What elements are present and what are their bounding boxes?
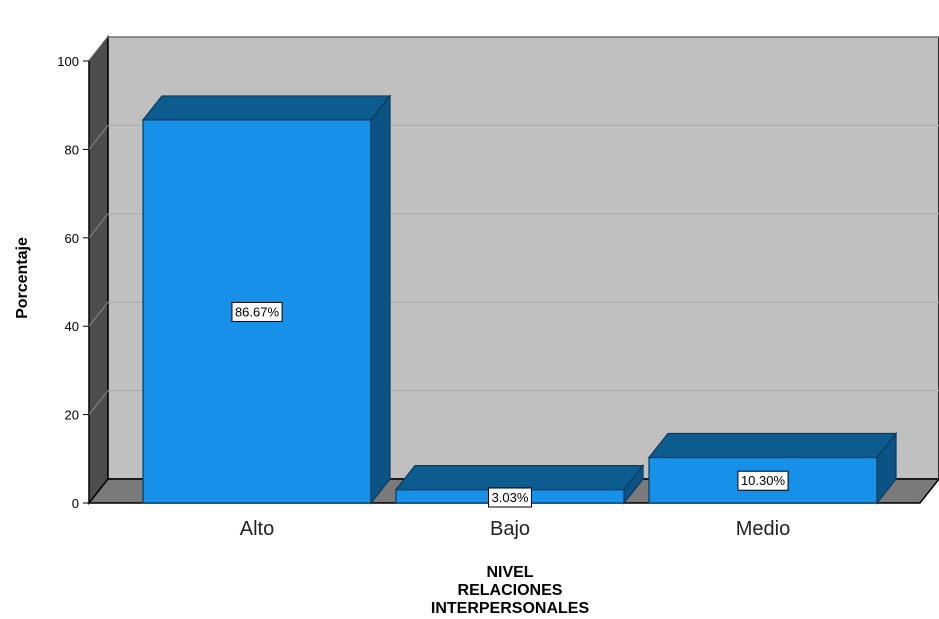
y-tick-label: 40 [65, 319, 79, 334]
gridline-depth [88, 301, 109, 327]
bar-side [623, 463, 644, 505]
gridline-depth [88, 125, 109, 150]
bar-top [647, 432, 898, 459]
y-tick-label: 100 [57, 54, 79, 69]
data-label-box [231, 301, 283, 322]
data-label: 86.67% [231, 301, 283, 322]
x-axis-title-line-1: NIVEL [486, 564, 533, 581]
bars: 86.67% 3.03% 10.30% [141, 94, 898, 508]
bar-side [370, 94, 391, 505]
bar-alto: 86.67% [141, 94, 392, 505]
x-axis-title-line-3: INTERPERSONALES [431, 600, 590, 617]
bar-top [141, 95, 392, 121]
data-label: 3.03% [488, 487, 532, 508]
y-axis: 0 20 40 60 80 100 [57, 54, 89, 511]
svg-text:10.30%: 10.30% [741, 473, 786, 488]
gridline-depth [88, 213, 109, 239]
x-tick-label: Bajo [490, 518, 530, 540]
gridline-depth [88, 390, 109, 415]
svg-text:86.67%: 86.67% [235, 304, 280, 319]
y-axis-title: Porcentaje [14, 237, 31, 319]
data-label: 10.30% [737, 470, 789, 491]
y-tick-label: 20 [65, 408, 79, 423]
data-label-box [488, 487, 532, 508]
gridline-depth [88, 36, 109, 62]
y-tick-label: 60 [65, 231, 79, 246]
svg-text:3.03%: 3.03% [492, 490, 529, 505]
bar-medio: 10.30% [647, 431, 898, 505]
data-label-box [737, 470, 789, 491]
y-tick-label: 0 [72, 496, 79, 511]
x-tick-label: Medio [736, 518, 790, 540]
x-axis-title-line-2: RELACIONES [458, 582, 563, 599]
bar-side [876, 431, 897, 505]
y-tick-label: 80 [65, 142, 79, 157]
x-axis-labels: Alto Bajo Medio [240, 518, 790, 540]
x-tick-label: Alto [240, 518, 274, 540]
x-axis-title: NIVEL RELACIONES INTERPERSONALES [431, 564, 590, 617]
bar-top [394, 465, 645, 491]
plot-left-wall [88, 34, 109, 506]
bar-bajo: 3.03% [394, 463, 645, 508]
